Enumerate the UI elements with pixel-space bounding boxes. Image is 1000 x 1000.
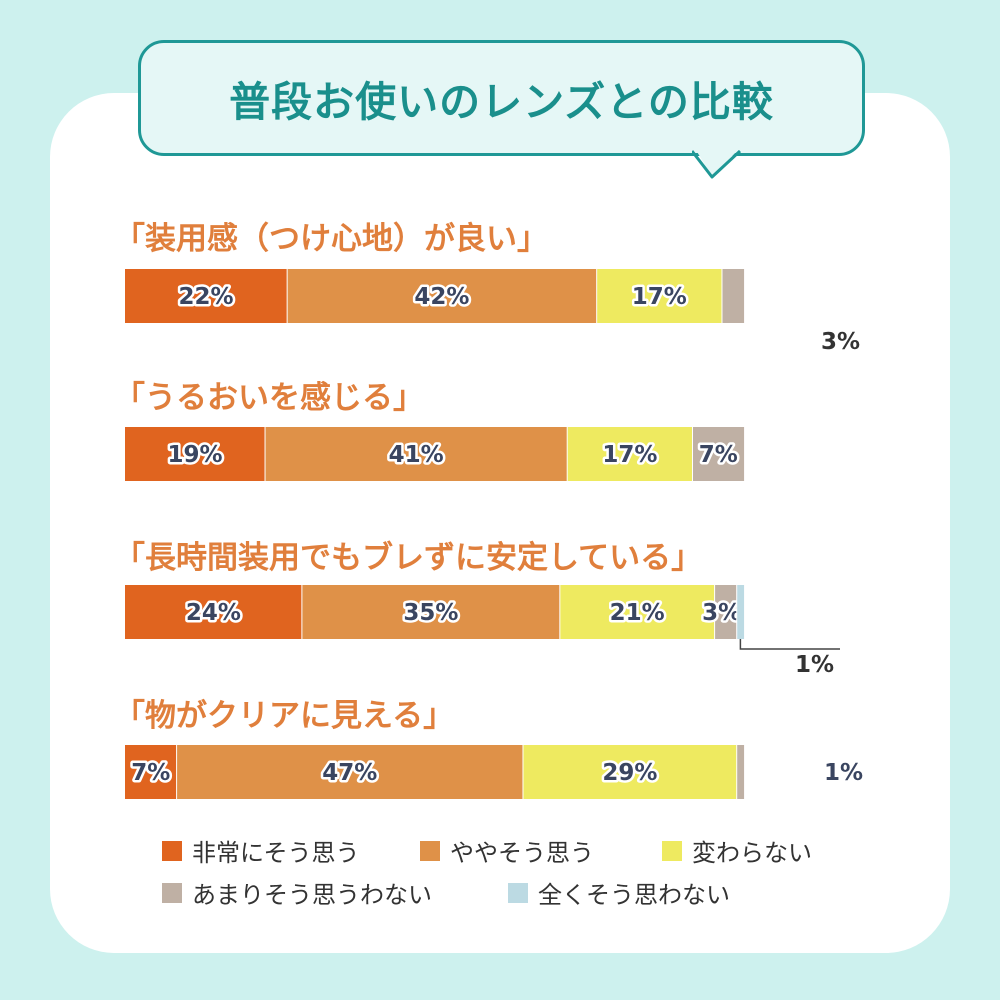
bar-value-label-q1-s1: 22% — [179, 284, 234, 310]
bar-segment-q3-s4 — [714, 585, 737, 639]
chart-title: 普段お使いのレンズとの比較 — [229, 78, 774, 126]
chart-card — [50, 93, 950, 953]
bar-value-label-q1-s3: 17% — [632, 284, 687, 310]
title-bubble — [138, 40, 865, 156]
legend-swatch-no-change — [662, 840, 682, 861]
legend-item-not-really-agree: あまりそう思うわない — [162, 875, 432, 910]
legend-item-no-change: 変わらない — [662, 833, 812, 868]
legend-label-not-at-all-agree: 全くそう思わない — [538, 881, 730, 909]
bar-segment-q3-s2 — [301, 585, 560, 639]
bar-value-label-q1-s4: 3% — [821, 329, 860, 355]
bar-segment-q3-s1 — [125, 585, 302, 639]
bar-value-label-q3-s3: 21% — [610, 600, 665, 626]
legend-swatch-not-at-all-agree — [508, 882, 528, 903]
bar-segment-q1-s3 — [596, 269, 722, 323]
legend-label-not-really-agree: あまりそう思うわない — [192, 881, 432, 909]
question-label-comfort: 「装用感（つけ心地）が良い」 — [114, 221, 548, 257]
bar-value-label-q4-s3: 29% — [602, 760, 657, 786]
leader-line — [739, 639, 840, 650]
bar-segment-q4-s3 — [522, 745, 737, 799]
bar-segment-q2-s4 — [692, 427, 745, 481]
legend-label-somewhat-agree: ややそう思う — [450, 839, 594, 867]
bar-value-label-q3-s2: 35% — [403, 600, 458, 626]
bar-segment-q4-s1 — [125, 745, 177, 799]
bar-value-label-q4-s2: 47% — [322, 760, 377, 786]
bar-segment-q1-s4 — [721, 269, 745, 323]
bar-value-label-q1-s2: 42% — [414, 284, 469, 310]
bar-segment-q2-s3 — [567, 427, 693, 481]
bubble-tail-icon — [692, 150, 742, 179]
question-label-moisture: 「うるおいを感じる」 — [114, 380, 424, 416]
legend-label-no-change: 変わらない — [692, 839, 812, 867]
legend-item-somewhat-agree: ややそう思う — [420, 833, 594, 868]
bar-segment-q1-s1 — [125, 269, 288, 323]
legend-label-very-much-agree: 非常にそう思う — [192, 839, 360, 867]
legend-swatch-somewhat-agree — [420, 840, 440, 861]
bar-value-label-q3-s5: 1% — [795, 652, 834, 678]
question-label-clarity: 「物がクリアに見える」 — [114, 698, 455, 734]
bar-value-label-q4-s4: 1% — [824, 760, 863, 786]
bar-value-label-q4-s1: 7% — [131, 760, 170, 786]
bar-segment-q4-s2 — [176, 745, 523, 799]
bar-segment-q3-s5 — [736, 585, 745, 639]
bar-value-label-q3-s4: 3% — [702, 600, 741, 626]
bar-value-label-q2-s3: 17% — [602, 442, 657, 468]
question-label-stability: 「長時間装用でもブレずに安定している」 — [114, 540, 703, 576]
bar-value-label-q3-s1: 24% — [186, 600, 241, 626]
bar-segment-q3-s3 — [559, 585, 715, 639]
bar-segment-q4-s4 — [736, 745, 745, 799]
legend-swatch-very-much-agree — [162, 840, 182, 861]
bar-value-label-q2-s4: 7% — [699, 442, 738, 468]
bar-value-label-q2-s2: 41% — [389, 442, 444, 468]
bar-segment-q2-s2 — [265, 427, 568, 481]
legend-swatch-not-really-agree — [162, 882, 182, 903]
bar-segment-q2-s1 — [125, 427, 266, 481]
bar-segment-q1-s2 — [287, 269, 597, 323]
legend-item-not-at-all-agree: 全くそう思わない — [508, 875, 730, 910]
legend-item-very-much-agree: 非常にそう思う — [162, 833, 360, 868]
bar-value-label-q2-s1: 19% — [167, 442, 222, 468]
